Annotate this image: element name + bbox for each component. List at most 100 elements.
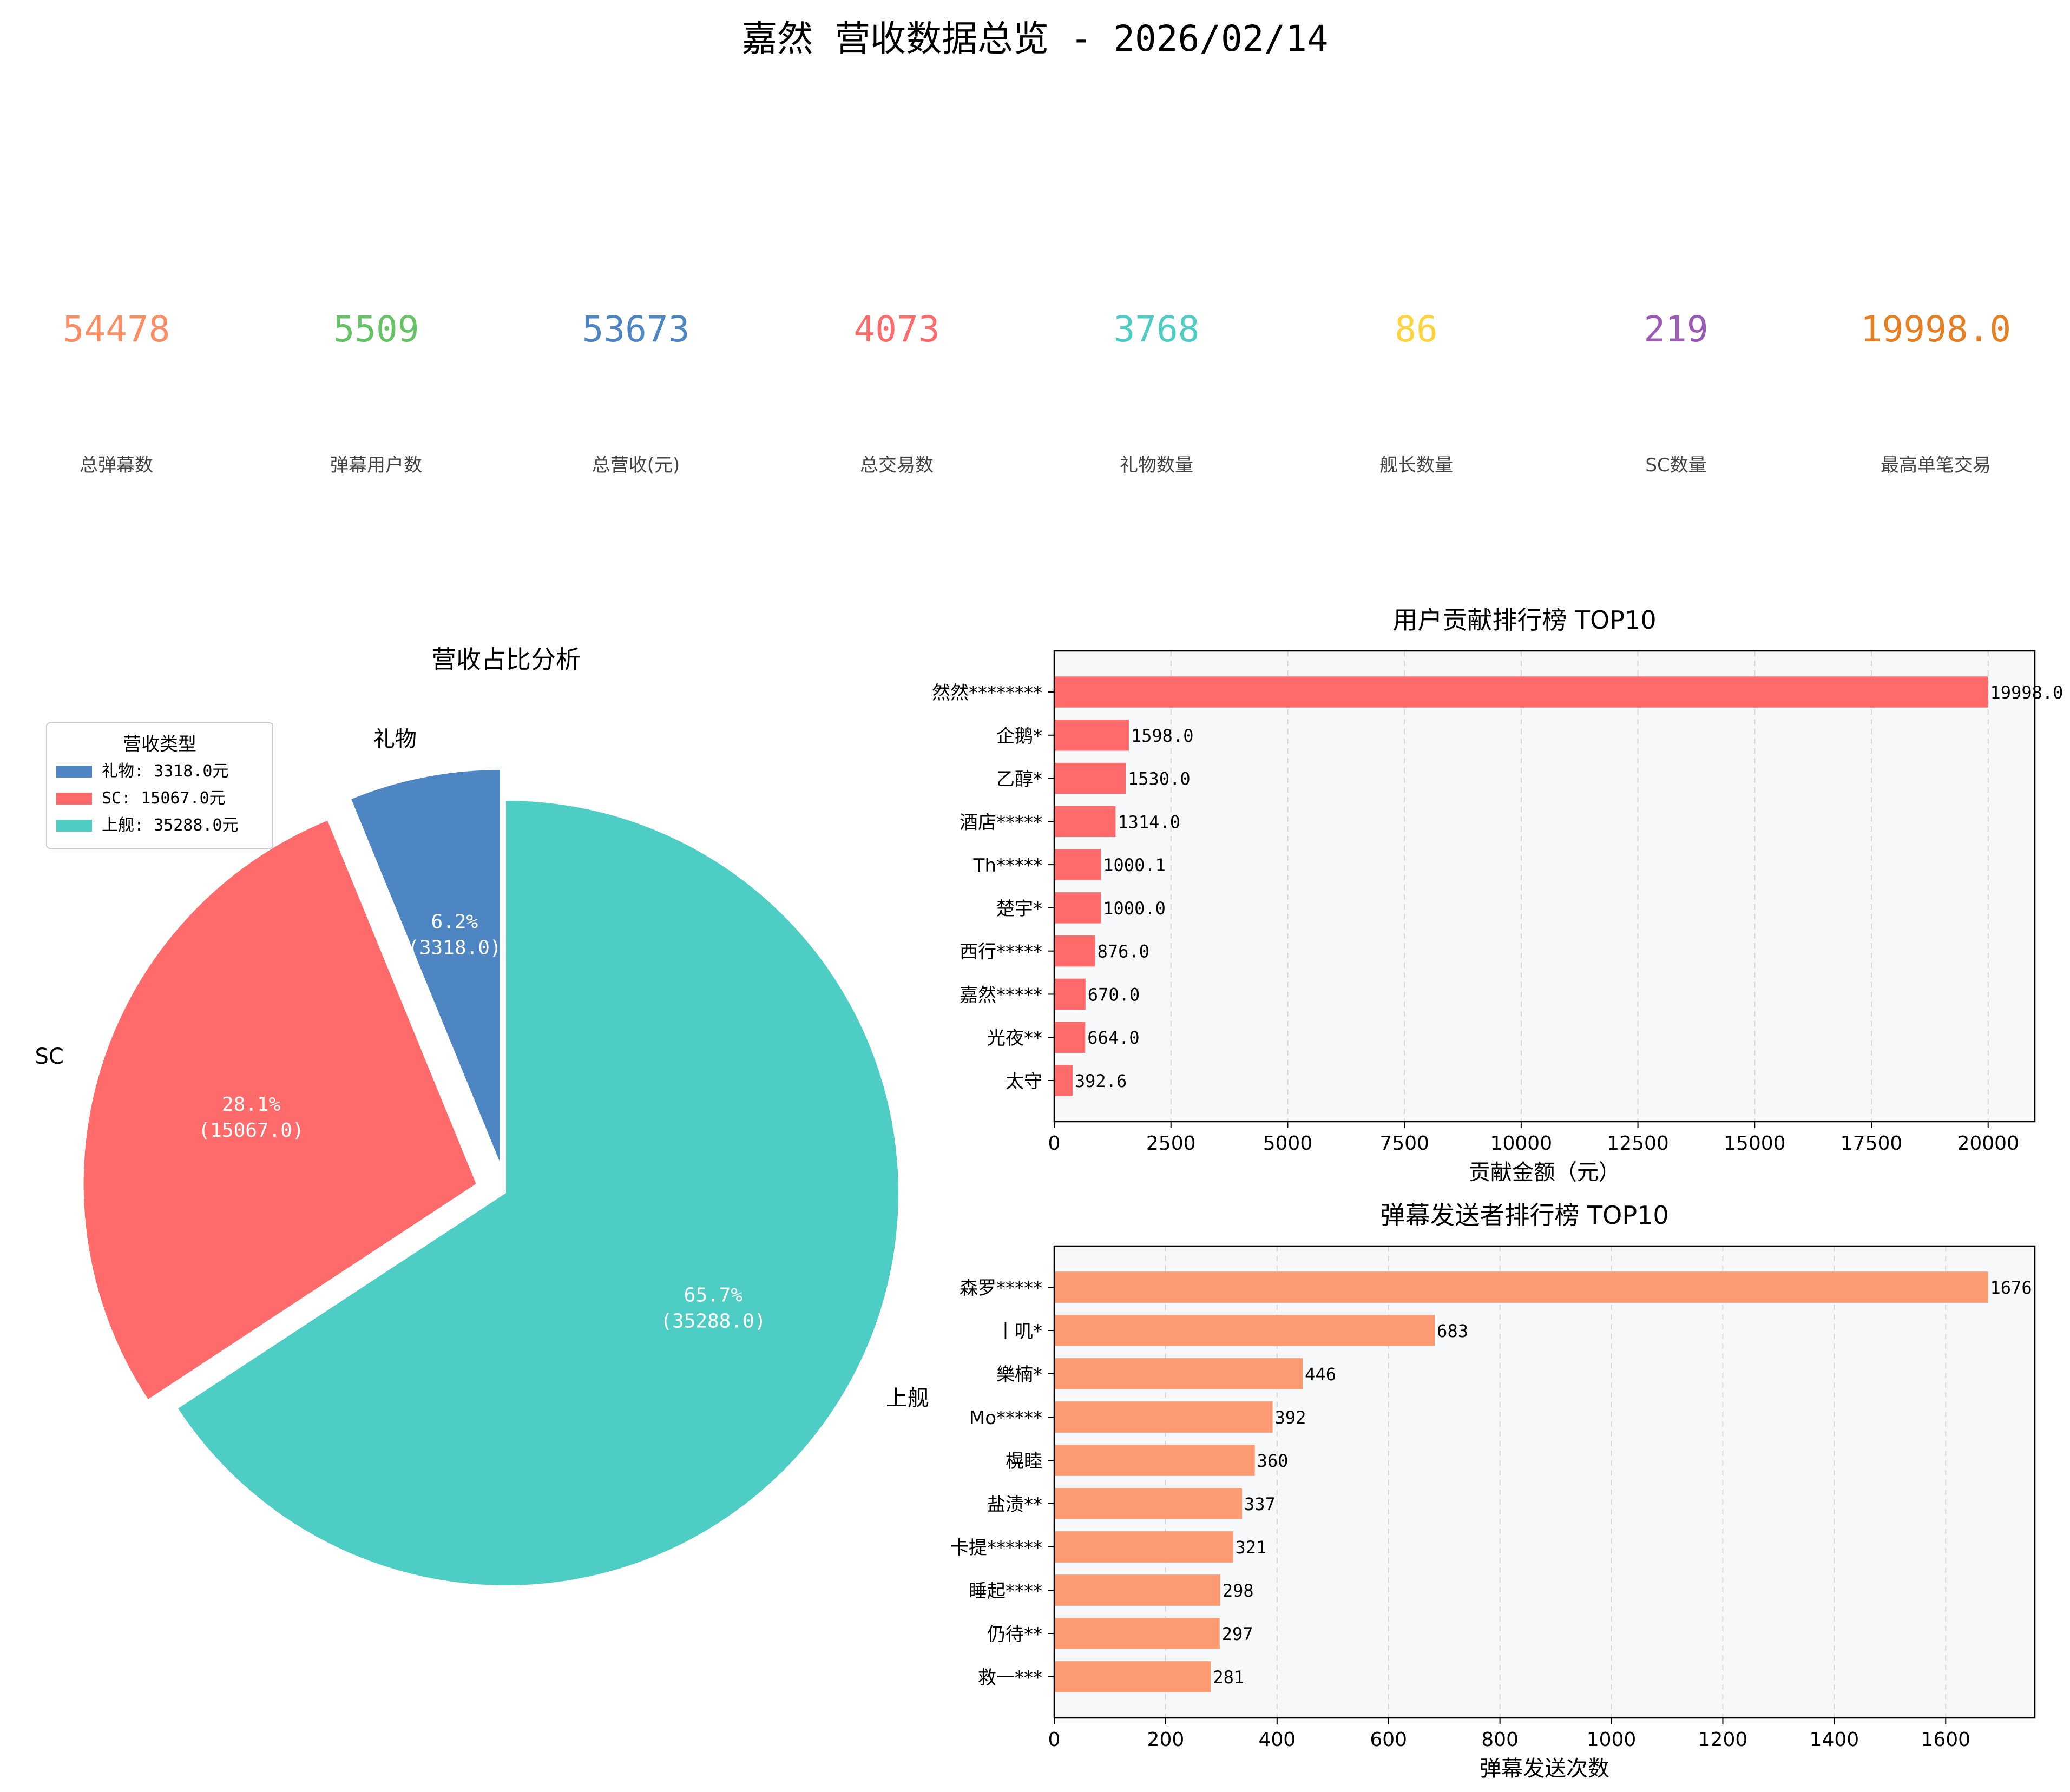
bar: [1054, 1445, 1255, 1476]
stat-value: 219: [1644, 308, 1708, 350]
stat-label: SC数量: [1645, 454, 1707, 476]
legend-item: SC: 15067.0元: [102, 789, 226, 808]
bar-value-label: 1530.0: [1128, 769, 1191, 789]
bar: [1054, 978, 1086, 1010]
bar-value-label: 664.0: [1087, 1027, 1139, 1048]
y-tick-label: 乙醇*: [996, 769, 1042, 790]
x-tick-label: 400: [1258, 1729, 1296, 1751]
stat-value: 53673: [582, 308, 690, 350]
bar-value-label: 392.6: [1075, 1071, 1127, 1091]
y-tick-label: 酒店*****: [960, 812, 1042, 833]
x-tick-label: 7500: [1379, 1132, 1429, 1155]
legend-item: 上舰: 35288.0元: [102, 816, 239, 835]
bar: [1054, 1315, 1435, 1346]
y-tick-label: 卡提******: [950, 1537, 1042, 1559]
bar1-title: 用户贡献排行榜 TOP10: [1392, 605, 1656, 635]
x-tick-label: 5000: [1263, 1132, 1313, 1155]
bar-value-label: 683: [1437, 1321, 1468, 1341]
contribution-bar-chart: 用户贡献排行榜 TOP10 0 2500 5000 7500 10000 12500 150…: [932, 605, 2063, 1185]
x-tick-label: 1000: [1587, 1729, 1637, 1751]
bar-value-label: 1000.0: [1103, 898, 1166, 919]
y-tick-label: 然然********: [932, 682, 1042, 704]
y-tick-label: 榥睦: [1006, 1451, 1042, 1472]
y-tick-label: 太守: [1006, 1071, 1042, 1092]
bar-value-label: 360: [1257, 1451, 1289, 1471]
stat-value: 3768: [1113, 308, 1200, 350]
legend-swatch: [56, 793, 92, 805]
stat-value: 19998.0: [1860, 308, 2012, 350]
bar: [1054, 1022, 1086, 1053]
pie-value-label: (3318.0): [408, 937, 501, 959]
bar: [1054, 1271, 1988, 1303]
bar2-title: 弹幕发送者排行榜 TOP10: [1380, 1201, 1668, 1230]
pie-chart: 营收占比分析 礼物 6.2% (3318.0) SC 28.1% (15067.0) 上舰 6…: [35, 645, 929, 1586]
bar-value-label: 1000.1: [1103, 855, 1166, 875]
pie-slice-label: 礼物: [373, 727, 417, 752]
pie-percent-label: 65.7%: [684, 1284, 743, 1307]
y-tick-label: 光夜**: [987, 1027, 1042, 1049]
danmaku-bar-chart: 弹幕发送者排行榜 TOP10 0 200 400 600 800 1000 1200 1400…: [950, 1201, 2036, 1781]
stat-value: 4073: [853, 308, 940, 350]
bar: [1054, 892, 1101, 924]
bar: [1054, 806, 1116, 838]
bar: [1054, 1401, 1273, 1433]
stat-label: 总营收(元): [592, 454, 680, 476]
stat-label: 总弹幕数: [80, 454, 153, 476]
pie-title: 营收占比分析: [431, 645, 581, 674]
legend-title: 营收类型: [123, 734, 196, 755]
bar: [1054, 1065, 1073, 1096]
y-tick-label: Th*****: [973, 855, 1042, 877]
legend-item: 礼物: 3318.0元: [102, 762, 229, 781]
bar-value-label: 19998.0: [1990, 682, 2064, 703]
y-tick-label: 睡起****: [969, 1580, 1042, 1602]
page-title: 嘉然 营收数据总览 - 2026/02/14: [741, 18, 1329, 60]
pie-slice: [178, 801, 899, 1586]
x-tick-label: 600: [1370, 1729, 1407, 1751]
x-tick-label: 12500: [1607, 1132, 1669, 1155]
x-tick-label: 15000: [1724, 1132, 1786, 1155]
bar: [1054, 1574, 1220, 1606]
bar-value-label: 1676: [1990, 1277, 2032, 1298]
bar-value-label: 446: [1305, 1364, 1336, 1385]
plot-frame: [1053, 1245, 2036, 1719]
x-tick-label: 10000: [1490, 1132, 1553, 1155]
pie-slice: [83, 820, 476, 1400]
stat-value: 86: [1395, 308, 1438, 350]
legend-swatch: [56, 766, 92, 778]
bar-value-label: 321: [1235, 1537, 1266, 1558]
y-tick-label: 仍待**: [987, 1624, 1042, 1645]
bar-value-label: 337: [1244, 1494, 1276, 1514]
x-tick-label: 1400: [1810, 1729, 1859, 1751]
y-tick-label: 西行*****: [960, 941, 1042, 963]
y-tick-label: 森罗*****: [960, 1277, 1042, 1299]
pie-percent-label: 6.2%: [431, 911, 478, 933]
pie-percent-label: 28.1%: [222, 1093, 281, 1116]
x-tick-label: 17500: [1841, 1132, 1903, 1155]
y-tick-label: 嘉然*****: [960, 984, 1042, 1006]
legend-swatch: [56, 820, 92, 832]
x-axis-label: 弹幕发送次数: [1480, 1756, 1609, 1781]
y-tick-label: 企鹅*: [996, 726, 1042, 747]
stat-label: 礼物数量: [1120, 454, 1193, 476]
x-tick-label: 2500: [1146, 1132, 1196, 1155]
bar-value-label: 281: [1213, 1667, 1244, 1688]
bar: [1054, 1618, 1220, 1649]
bar-value-label: 1314.0: [1118, 812, 1180, 832]
x-tick-label: 1600: [1921, 1729, 1970, 1751]
bar-value-label: 670.0: [1088, 984, 1140, 1005]
bar-value-label: 298: [1223, 1580, 1254, 1601]
pie-value-label: (35288.0): [660, 1310, 766, 1333]
bar: [1054, 1358, 1303, 1389]
stat-label: 总交易数: [860, 454, 934, 476]
x-tick-label: 800: [1481, 1729, 1519, 1751]
stat-value: 5509: [333, 308, 419, 350]
y-tick-label: 丨叽*: [996, 1321, 1042, 1342]
x-tick-label: 0: [1048, 1132, 1061, 1155]
bar: [1054, 1661, 1211, 1692]
bar: [1054, 935, 1095, 967]
stat-label: 最高单笔交易: [1881, 454, 1991, 476]
stat-label: 弹幕用户数: [330, 454, 422, 476]
x-tick-label: 1200: [1698, 1729, 1748, 1751]
bar: [1054, 1531, 1233, 1563]
